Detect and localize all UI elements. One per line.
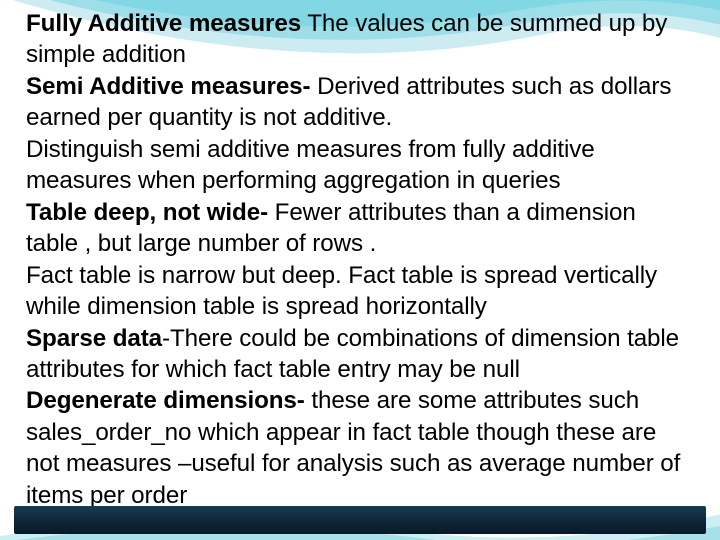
footer-bar	[14, 506, 706, 534]
term-fully-additive: Fully Additive measures	[26, 10, 301, 37]
slide-body: Fully Additive measures The values can b…	[0, 0, 720, 540]
body-fact-table: Fact table is narrow but deep. Fact tabl…	[26, 262, 657, 320]
term-semi-additive: Semi Additive measures-	[26, 73, 310, 100]
term-sparse-data: Sparse data	[26, 325, 162, 352]
body-distinguish: Distinguish semi additive measures from …	[26, 136, 595, 194]
term-degenerate: Degenerate dimensions-	[26, 387, 305, 414]
slide-text: Fully Additive measures The values can b…	[26, 8, 694, 511]
term-table-deep: Table deep, not wide-	[26, 199, 268, 226]
